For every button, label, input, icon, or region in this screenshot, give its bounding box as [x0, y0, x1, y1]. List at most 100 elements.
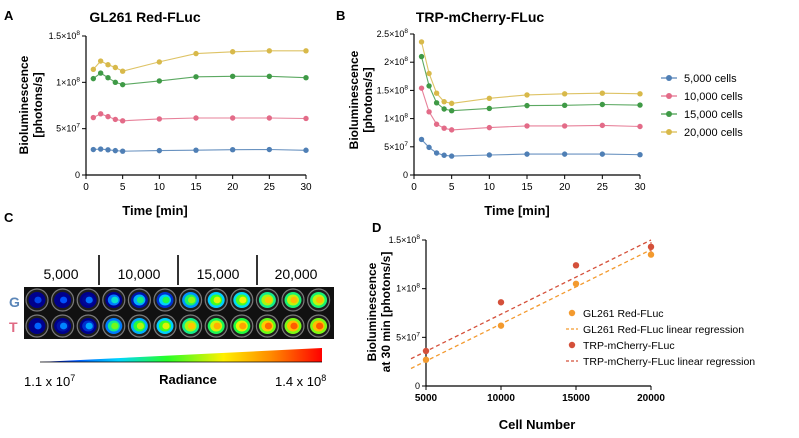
data-point — [112, 64, 119, 71]
well-signal-core — [239, 296, 247, 304]
data-point — [193, 115, 199, 121]
x-tick-label: 15 — [521, 182, 533, 193]
data-point — [105, 147, 111, 153]
well-signal-core — [162, 322, 170, 330]
data-point — [448, 108, 455, 114]
y-tick-label: 1.5×108 — [377, 84, 409, 95]
colorbar-min-label: 1.1 x 107 — [24, 373, 75, 389]
column-label-15000: 15,000 — [197, 266, 240, 282]
well-grid — [25, 288, 331, 338]
series-line — [93, 113, 307, 122]
data-point — [90, 66, 97, 73]
data-point — [441, 98, 447, 105]
y-tick-label-mantissa: 0 — [75, 170, 80, 180]
panel-b-plot: 0 5 10 15 20 25 3005×1071×1081.5×1082×1082.5×1… — [377, 28, 646, 193]
well-signal-core — [111, 322, 119, 330]
row-label-t: T — [9, 319, 18, 335]
data-point — [418, 39, 425, 45]
panel-a: A GL261 Red-FLuc Time [min] Bioluminesce… — [4, 8, 312, 218]
data-point — [105, 62, 111, 68]
y-tick-label-exponent: 7 — [76, 123, 80, 130]
series-line — [420, 56, 641, 112]
y-tick-label-exponent: 7 — [416, 331, 420, 338]
y-tick-label-mantissa: 2.5×10 — [377, 29, 405, 39]
y-tick-label: 0 — [75, 170, 80, 180]
well-signal-core — [316, 296, 324, 304]
data-point — [119, 68, 126, 74]
legend-marker — [568, 309, 576, 317]
y-tick-label-exponent: 7 — [404, 141, 408, 148]
panel-label-a: A — [4, 8, 14, 23]
x-tick-label: 10000 — [487, 393, 515, 404]
data-point — [441, 152, 447, 158]
panel-c: C 5,000 10,000 15,000 20,000 G T Radianc… — [4, 210, 334, 389]
x-tick-label: 10 — [154, 182, 166, 193]
data-point — [119, 81, 126, 88]
data-point — [156, 116, 163, 122]
data-point — [433, 90, 440, 96]
panel-d: D Cell Number Bioluminescence at 30 min … — [365, 220, 755, 432]
well-signal-core — [239, 322, 247, 330]
data-point — [229, 115, 236, 121]
well-signal-core — [34, 296, 42, 304]
data-point — [637, 151, 643, 158]
x-tick-label: 0 — [83, 182, 89, 193]
data-point — [524, 92, 530, 98]
legend-label: TRP-mCherry-FLuc — [583, 340, 675, 352]
y-tick-label: 1×108 — [396, 283, 420, 294]
data-point — [229, 49, 236, 55]
data-point — [599, 101, 606, 108]
column-label-20000: 20,000 — [275, 266, 318, 282]
well-signal-core — [60, 296, 68, 304]
well-signal-core — [60, 322, 68, 330]
data-point — [105, 113, 111, 120]
data-point — [426, 83, 432, 89]
data-point — [303, 48, 309, 54]
y-tick-label-mantissa: 1.5×10 — [377, 85, 405, 95]
data-point — [193, 74, 199, 80]
data-point — [418, 85, 425, 91]
data-point — [418, 136, 425, 143]
y-tick-label-exponent: 8 — [76, 76, 80, 83]
colorbar-title: Radiance — [159, 372, 217, 387]
data-point — [561, 123, 568, 129]
y-tick-label-mantissa: 5×10 — [384, 142, 404, 152]
data-point — [90, 114, 97, 121]
well-signal-core — [264, 296, 272, 304]
panel-d-xlabel: Cell Number — [499, 417, 576, 432]
y-tick-label: 1.5×108 — [389, 234, 421, 245]
panel-b-title: TRP-mCherry-FLuc — [416, 9, 545, 25]
data-point — [486, 152, 493, 158]
x-tick-label: 10 — [484, 182, 496, 193]
y-tick-label-mantissa: 5×10 — [56, 124, 76, 134]
x-tick-label: 5 — [120, 182, 126, 193]
y-tick-label: 5×107 — [56, 123, 80, 134]
well-signal-core — [34, 322, 42, 330]
panel-d-ylabel-line2: at 30 min [photons/s] — [379, 252, 393, 373]
series-line — [92, 72, 307, 86]
x-tick-label: 0 — [411, 182, 417, 193]
panel-b-xlabel: Time [min] — [484, 203, 550, 218]
column-label-10000: 10,000 — [118, 266, 161, 282]
regression-line — [410, 239, 652, 360]
x-tick-label: 30 — [300, 182, 312, 193]
legend-label: 15,000 cells — [684, 109, 743, 121]
well-signal-core — [316, 322, 324, 330]
legend-marker — [666, 75, 672, 81]
data-point — [97, 146, 104, 152]
y-tick-label: 5×107 — [384, 141, 408, 152]
y-tick-label: 0 — [415, 381, 420, 391]
x-tick-label: 30 — [634, 182, 646, 193]
panel-label-d: D — [372, 220, 381, 235]
data-point — [448, 127, 455, 133]
x-tick-label: 25 — [597, 182, 609, 193]
data-point — [193, 50, 199, 57]
panel-b-ylabel-line2: [photons/s] — [361, 67, 375, 132]
well-signal-core — [188, 296, 196, 304]
data-point — [599, 151, 606, 157]
panel-b-ylabel-line1: Bioluminescence — [347, 50, 361, 149]
data-point — [119, 118, 126, 124]
panel-a-ylabel-line1: Bioluminescence — [17, 55, 31, 154]
